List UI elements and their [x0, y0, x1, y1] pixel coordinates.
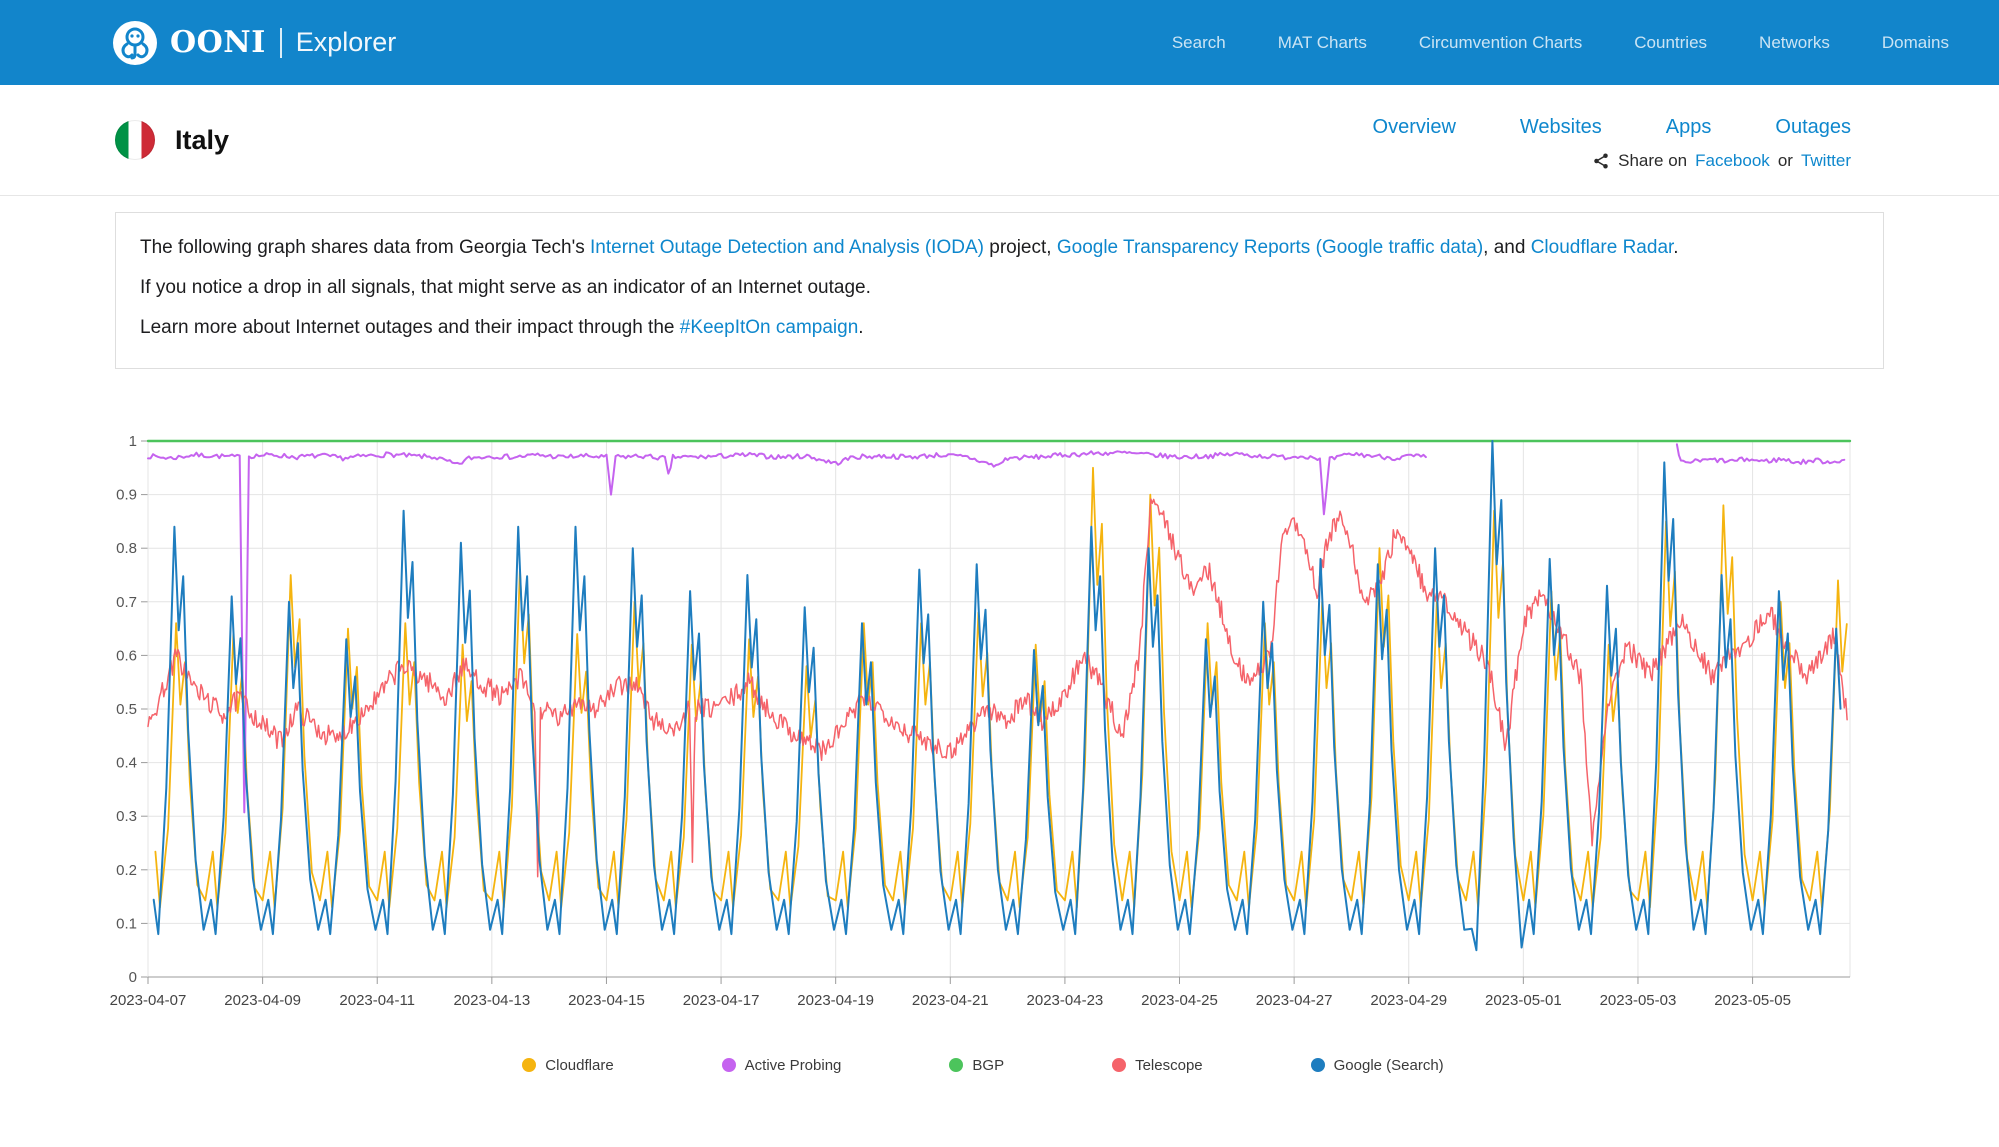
nav-item-domains[interactable]: Domains — [1881, 32, 1949, 52]
x-tick-label: 2023-04-29 — [1370, 992, 1447, 1009]
telescope-dot-icon — [1112, 1058, 1127, 1073]
italy-flag-icon — [115, 120, 155, 160]
inline-link[interactable]: Google Transparency Reports (Google traf… — [1056, 237, 1484, 258]
inline-link[interactable]: Cloudflare Radar — [1530, 237, 1674, 258]
share-twitter-link[interactable]: Twitter — [1800, 150, 1851, 170]
x-tick-label: 2023-05-01 — [1485, 992, 1562, 1009]
x-tick-label: 2023-04-13 — [453, 992, 530, 1009]
y-tick-label: 0.9 — [116, 487, 137, 504]
info-paragraph-keepiton: Learn more about Internet outages and th… — [140, 315, 1859, 342]
series-line-google-search- — [152, 439, 1842, 952]
x-tick-label: 2023-04-19 — [797, 992, 874, 1009]
country-header: Italy Overview Websites Apps Outages Sha… — [0, 85, 1999, 196]
page-title: Italy — [175, 124, 230, 155]
text-segment: . — [858, 316, 864, 338]
y-tick-label: 1 — [129, 433, 137, 450]
share-prefix: Share on — [1618, 150, 1688, 170]
x-tick-label: 2023-04-11 — [339, 992, 415, 1009]
main-nav: Search MAT Charts Circumvention Charts C… — [1172, 33, 1949, 53]
inline-link[interactable]: #KeepItOn campaign — [679, 316, 859, 338]
bgp-dot-icon — [949, 1058, 964, 1073]
nav-item-countries[interactable]: Countries — [1634, 32, 1708, 52]
tab-websites[interactable]: Websites — [1519, 115, 1602, 138]
x-tick-label: 2023-05-03 — [1600, 992, 1677, 1009]
legend-item-bgp: BGP — [949, 1057, 1004, 1074]
series-line-active-probing — [1675, 443, 1846, 466]
x-tick-label: 2023-04-21 — [912, 992, 989, 1009]
outage-info-box: The following graph shares data from Geo… — [115, 212, 1884, 369]
y-tick-label: 0.8 — [116, 540, 137, 557]
brand-product: Explorer — [295, 27, 397, 57]
cloudflare-dot-icon — [522, 1058, 537, 1073]
tab-outages[interactable]: Outages — [1775, 115, 1851, 138]
x-tick-label: 2023-04-15 — [568, 992, 645, 1009]
y-tick-label: 0 — [129, 969, 137, 986]
share-or: or — [1777, 150, 1793, 170]
y-tick-label: 0.1 — [116, 915, 137, 932]
y-tick-label: 0.2 — [116, 862, 137, 879]
x-tick-label: 2023-04-17 — [683, 992, 760, 1009]
y-tick-label: 0.6 — [116, 647, 137, 664]
country-tabs: Overview Websites Apps Outages — [1373, 116, 1851, 139]
text-segment: . — [1673, 237, 1679, 258]
x-tick-label: 2023-04-23 — [1027, 992, 1104, 1009]
outage-chart: 0 0.1 0.2 0.3 0.4 0.5 0.6 0.7 0.8 0.9 1 2023-04-07 2… — [103, 424, 1863, 1074]
country-identity: Italy — [115, 120, 229, 160]
x-tick-label: 2023-04-25 — [1141, 992, 1218, 1009]
inline-link[interactable]: Internet Outage Detection and Analysis (… — [590, 237, 984, 258]
text-segment: project, — [983, 237, 1057, 258]
legend-item-google-search: Google (Search) — [1310, 1057, 1444, 1074]
ooni-octopus-icon — [113, 20, 157, 65]
share-facebook-link[interactable]: Facebook — [1695, 150, 1770, 170]
nav-item-mat-charts[interactable]: MAT Charts — [1277, 32, 1367, 52]
text-segment: The following graph shares data from Geo… — [140, 237, 591, 258]
series-line-active-probing — [147, 450, 1427, 814]
info-paragraph-drop: If you notice a drop in all signals, tha… — [140, 276, 871, 298]
info-paragraph-sources: The following graph shares data from Geo… — [140, 235, 1859, 262]
legend-item-telescope: Telescope — [1112, 1057, 1203, 1074]
tab-overview[interactable]: Overview — [1372, 115, 1456, 138]
series-line-telescope — [147, 498, 1848, 878]
chart-legend: Cloudflare Active Probing BGP Telescope … — [103, 1057, 1863, 1074]
text-segment: , and — [1483, 237, 1531, 258]
active-probing-dot-icon — [721, 1058, 736, 1073]
x-tick-label: 2023-05-05 — [1714, 992, 1791, 1009]
country-actions: Overview Websites Apps Outages Share on … — [1373, 110, 1851, 171]
tab-apps[interactable]: Apps — [1665, 115, 1712, 138]
nav-item-networks[interactable]: Networks — [1759, 32, 1830, 52]
nav-item-circumvention-charts[interactable]: Circumvention Charts — [1418, 32, 1583, 52]
y-tick-label: 0.7 — [116, 594, 137, 611]
x-tick-label: 2023-04-09 — [224, 992, 301, 1009]
brand-name: OONI — [170, 25, 266, 60]
ooni-explorer-logo[interactable]: OONI Explorer — [112, 20, 396, 66]
share-icon — [1594, 153, 1608, 168]
y-tick-label: 0.5 — [116, 701, 137, 718]
x-tick-label: 2023-04-07 — [110, 992, 187, 1009]
outage-signals-chart-canvas: 0 0.1 0.2 0.3 0.4 0.5 0.6 0.7 0.8 0.9 1 2023-04-07 2… — [110, 433, 1852, 1009]
legend-item-active-probing: Active Probing — [721, 1057, 841, 1074]
brand-divider — [279, 27, 282, 58]
y-tick-label: 0.3 — [116, 808, 137, 825]
nav-item-search[interactable]: Search — [1171, 32, 1226, 52]
legend-item-cloudflare: Cloudflare — [522, 1057, 614, 1074]
google-search-dot-icon — [1310, 1058, 1325, 1073]
text-segment: Learn more about Internet outages and th… — [140, 316, 680, 338]
x-tick-label: 2023-04-27 — [1256, 992, 1333, 1009]
y-tick-label: 0.4 — [116, 755, 137, 772]
share-row: Share on Facebook or Twitter — [1592, 151, 1851, 171]
top-nav: OONI Explorer Search MAT Charts Circumve… — [0, 0, 1999, 85]
